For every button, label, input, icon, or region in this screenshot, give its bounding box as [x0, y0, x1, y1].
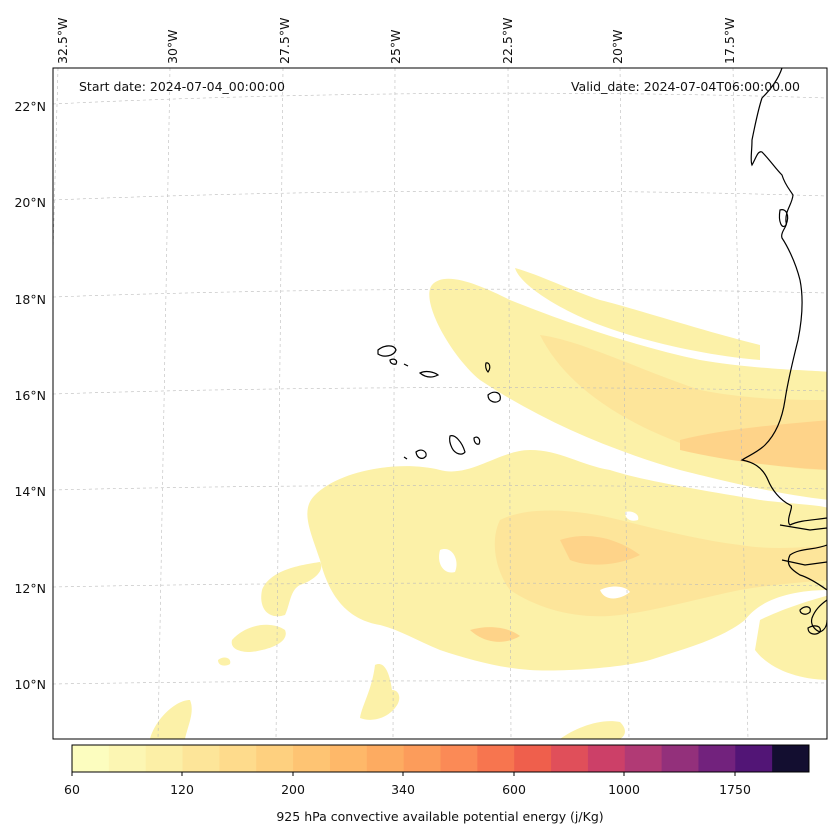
island-sao-vicente — [389, 358, 398, 365]
cape-south-core-b — [470, 627, 520, 642]
valid-date-label: Valid_date: 2024-07-04T06:00:00.00 — [571, 79, 800, 94]
island-santa-luzia — [403, 363, 409, 367]
colorbar-swatch — [145, 745, 184, 772]
latitude-labels: 22°N 20°N 18°N 16°N 14°N 12°N 10°N — [14, 99, 46, 692]
cape-frag-south-2 — [560, 721, 625, 739]
colorbar-swatch — [182, 745, 220, 772]
island-santiago — [449, 435, 466, 455]
cape-hole-1 — [600, 586, 630, 599]
africa-coast-south — [787, 544, 827, 591]
lon-label: 25°W — [388, 29, 403, 64]
colorbar-swatch — [440, 745, 478, 772]
island-boa-vista — [487, 391, 501, 403]
colorbar-swatch — [293, 745, 331, 772]
colorbar-swatch — [698, 745, 736, 772]
lon-label: 27.5°W — [277, 18, 292, 64]
africa-coast-south-b — [810, 599, 827, 633]
lon-label: 32.5°W — [55, 18, 70, 64]
island-fogo — [415, 449, 427, 459]
colorbar-ticks — [71, 772, 736, 776]
cape-south-core — [560, 535, 640, 565]
cape-plume-north-core — [680, 420, 827, 470]
dakhla-peninsula — [778, 209, 789, 228]
colorbar-swatch — [477, 745, 515, 772]
colorbar-frame — [71, 744, 810, 773]
colorbar-tick-label: 120 — [170, 782, 194, 797]
colorbar-tick-label: 340 — [391, 782, 415, 797]
cape-south-east — [755, 595, 827, 680]
map-frame — [52, 67, 828, 740]
colorbar-swatch — [551, 745, 589, 772]
colorbar-swatch — [108, 745, 147, 772]
colorbar-swatch — [256, 745, 294, 772]
lat-label: 20°N — [14, 195, 46, 210]
colorbar-tick-labels: 60 120 200 340 600 1000 1750 — [64, 782, 751, 797]
cape-frag-south-1 — [150, 700, 192, 739]
island-maio — [473, 436, 481, 445]
colorbar-tick-label: 1000 — [608, 782, 640, 797]
cape-frag-west-1 — [261, 562, 322, 617]
colorbar-tick-label: 600 — [502, 782, 526, 797]
cape-frag-west-3 — [218, 657, 231, 666]
coastline — [377, 68, 827, 635]
cape-hole-3 — [439, 549, 457, 573]
colorbar: 60 120 200 340 600 1000 1750 925 hPa con… — [64, 744, 810, 824]
colorbar-tick-label: 60 — [64, 782, 80, 797]
colorbar-swatch — [366, 745, 405, 772]
colorbar-swatch — [735, 745, 773, 772]
estuary-2 — [781, 559, 827, 566]
lon-label: 17.5°W — [722, 18, 737, 64]
longitude-labels: 32.5°W 30°W 27.5°W 25°W 22.5°W 20°W 17.5… — [55, 18, 737, 64]
cape-frag-west-2 — [231, 624, 286, 652]
lat-label: 10°N — [14, 677, 46, 692]
colorbar-swatch — [72, 745, 110, 772]
lon-label: 22.5°W — [500, 18, 515, 64]
cape-contours — [150, 268, 827, 739]
gridlines — [53, 68, 827, 739]
colorbar-swatch — [772, 745, 810, 772]
estuary-1 — [779, 524, 827, 531]
island-sao-nicolau — [418, 370, 440, 378]
cape-frag-west-4 — [360, 664, 400, 720]
colorbar-swatch — [624, 745, 663, 772]
colorbar-swatch — [514, 745, 552, 772]
colorbar-swatch — [661, 745, 699, 772]
lat-label: 18°N — [14, 292, 46, 307]
island-brava — [403, 456, 408, 460]
colorbar-swatch — [329, 745, 368, 772]
lat-label: 14°N — [14, 484, 46, 499]
lon-label: 30°W — [165, 29, 180, 64]
colorbar-swatch — [403, 745, 441, 772]
colorbar-title: 925 hPa convective available potential e… — [276, 809, 603, 824]
island-sal — [485, 362, 491, 373]
island-santo-antao — [377, 345, 397, 357]
colorbar-swatches — [72, 745, 810, 772]
colorbar-swatch — [587, 745, 626, 772]
colorbar-tick-label: 1750 — [719, 782, 751, 797]
lon-label: 20°W — [610, 29, 625, 64]
bijagos-islands — [799, 606, 811, 615]
cape-plume-north-b — [515, 268, 760, 360]
africa-coast — [740, 68, 827, 526]
colorbar-swatch — [219, 745, 257, 772]
colorbar-tick-label: 200 — [281, 782, 305, 797]
map-panel: Start date: 2024-07-04_00:00:00 Valid_da… — [14, 18, 828, 740]
cape-hole-2 — [625, 511, 639, 521]
lat-label: 12°N — [14, 581, 46, 596]
start-date-label: Start date: 2024-07-04_00:00:00 — [79, 79, 285, 94]
lat-label: 16°N — [14, 388, 46, 403]
bijagos-islands-b — [807, 625, 821, 635]
lat-label: 22°N — [14, 99, 46, 114]
